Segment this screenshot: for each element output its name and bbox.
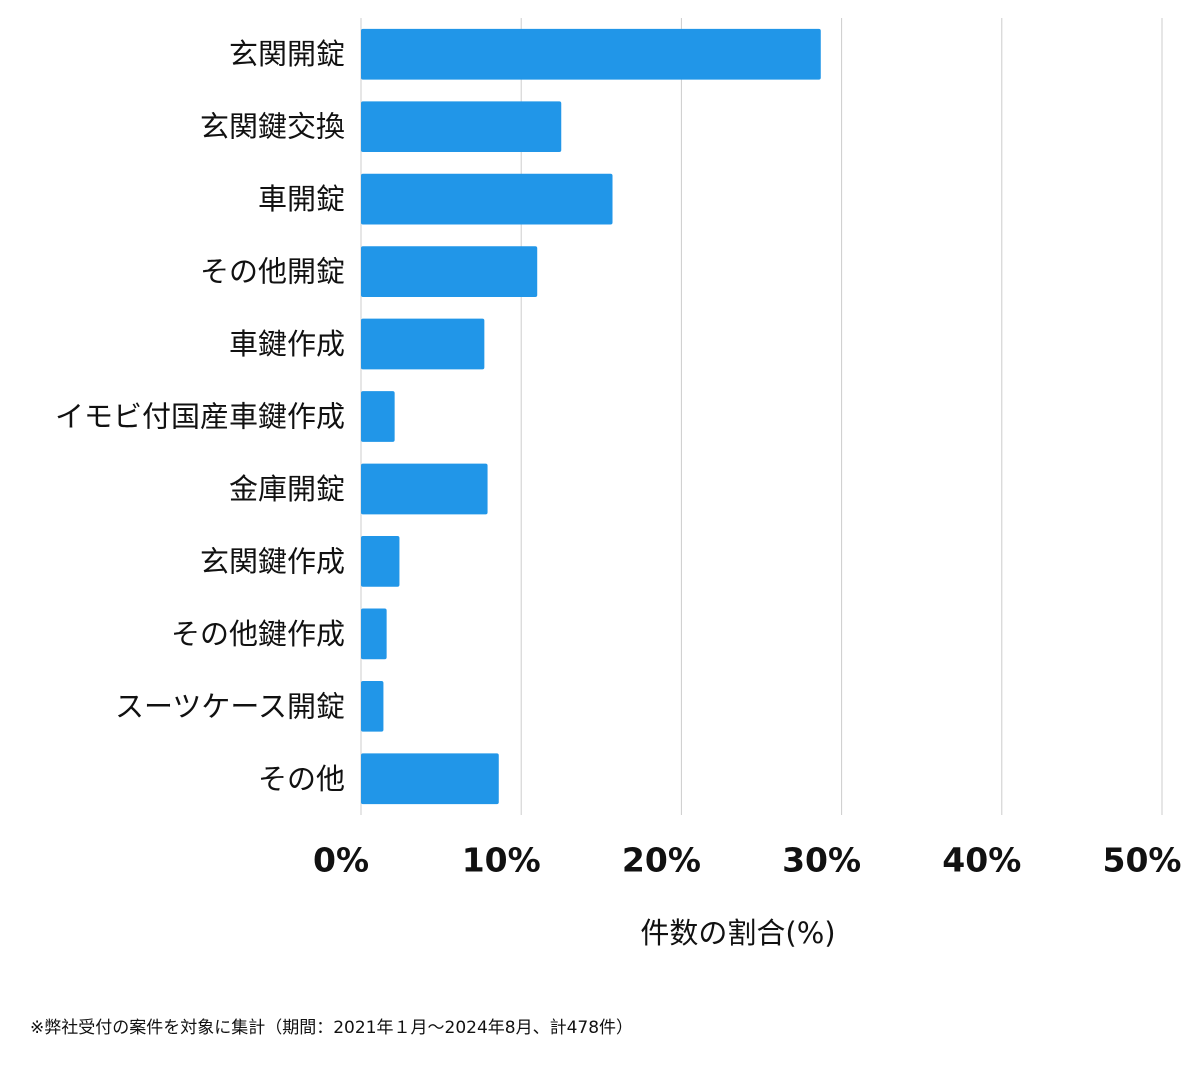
y-tick-label: イモビ付国産車鍵作成 — [55, 400, 345, 434]
y-tick-label: 玄関開錠 — [229, 37, 345, 71]
bar — [361, 101, 562, 153]
y-tick-label: その他開錠 — [200, 255, 345, 289]
bar — [361, 536, 400, 587]
x-tick-label: 30% — [782, 841, 861, 880]
x-axis-title: 件数の割合(%) — [640, 916, 835, 950]
y-tick-label: 車鍵作成 — [229, 327, 345, 361]
y-tick-label: 玄関鍵作成 — [200, 544, 345, 578]
bar — [361, 753, 499, 805]
bar — [361, 463, 488, 515]
y-tick-label: 車開錠 — [258, 182, 345, 216]
x-tick-label: 20% — [622, 841, 701, 880]
y-tick-label: 玄関鍵交換 — [200, 110, 345, 144]
bar — [361, 318, 485, 370]
bar — [361, 28, 821, 80]
bar — [361, 680, 384, 732]
bar — [361, 608, 387, 660]
bar — [361, 173, 613, 225]
x-tick-label: 50% — [1103, 841, 1182, 880]
x-tick-label: 10% — [462, 841, 541, 880]
footnote: ※弊社受付の案件を対象に集計（期間：2021年１月～2024年8月、計478件） — [30, 1018, 633, 1038]
y-tick-label: その他鍵作成 — [171, 617, 345, 651]
bar — [361, 246, 538, 297]
y-tick-label: 金庫開錠 — [229, 472, 345, 506]
y-tick-label: スーツケース開錠 — [115, 689, 345, 723]
y-tick-label: その他 — [258, 762, 345, 796]
x-tick-label: 0% — [313, 841, 369, 880]
x-tick-label: 40% — [942, 841, 1021, 880]
bar — [361, 391, 395, 442]
